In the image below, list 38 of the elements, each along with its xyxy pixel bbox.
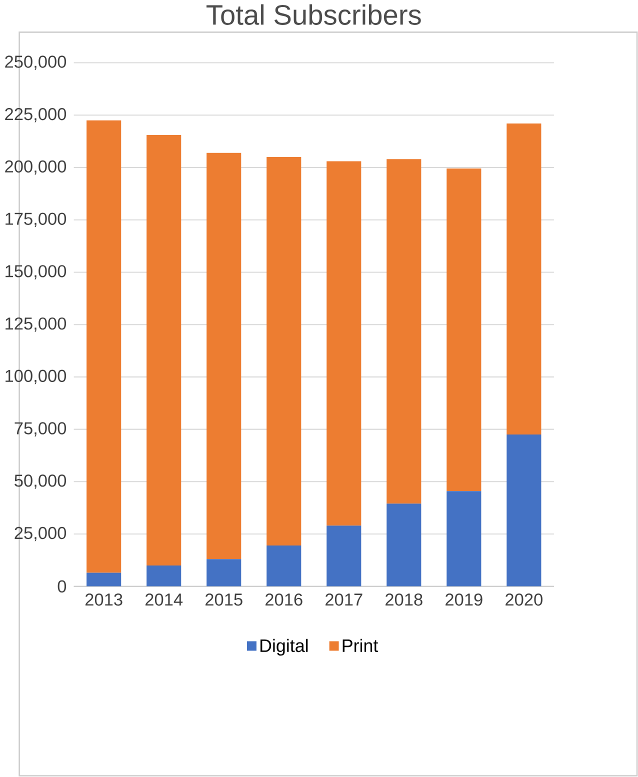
y-tick-label: 0 — [58, 580, 66, 593]
y-tick-label: 200,000 — [4, 160, 66, 175]
y-tick-label: 125,000 — [5, 317, 66, 332]
y-tick-label: 50,000 — [14, 474, 66, 489]
bar — [446, 168, 482, 492]
chart-title: Total Subscribers — [206, 4, 421, 25]
x-tick-label: 2019 — [445, 593, 482, 606]
y-tick-label: 75,000 — [14, 422, 66, 436]
legend-label: Digital — [260, 638, 308, 656]
bar — [206, 152, 241, 560]
bar — [326, 526, 362, 586]
x-tick-label: 2014 — [145, 593, 182, 606]
bar — [506, 434, 542, 586]
x-tick-label: 2015 — [205, 593, 242, 606]
bar — [146, 565, 181, 586]
legend-label: Print — [342, 638, 378, 652]
bar — [86, 572, 121, 586]
x-tick-label: 2013 — [85, 593, 122, 606]
y-tick-label: 225,000 — [4, 108, 66, 122]
x-tick-label: 2017 — [325, 593, 362, 606]
bar — [146, 135, 181, 566]
bar — [386, 504, 422, 586]
bar — [386, 159, 422, 504]
bar — [206, 559, 241, 586]
bar — [86, 120, 121, 573]
y-tick-label: 250,000 — [4, 56, 66, 70]
bar — [266, 157, 302, 546]
bar — [266, 546, 302, 586]
bar — [326, 161, 362, 526]
x-tick-label: 2016 — [265, 593, 302, 606]
bar — [446, 491, 482, 586]
y-tick-label: 25,000 — [14, 526, 66, 542]
bar — [506, 124, 542, 435]
y-tick-label: 100,000 — [5, 370, 66, 384]
y-tick-label: 150,000 — [5, 265, 66, 280]
x-tick-label: 2020 — [505, 593, 542, 606]
x-tick-label: 2018 — [385, 593, 422, 606]
y-tick-label: 175,000 — [5, 212, 66, 227]
